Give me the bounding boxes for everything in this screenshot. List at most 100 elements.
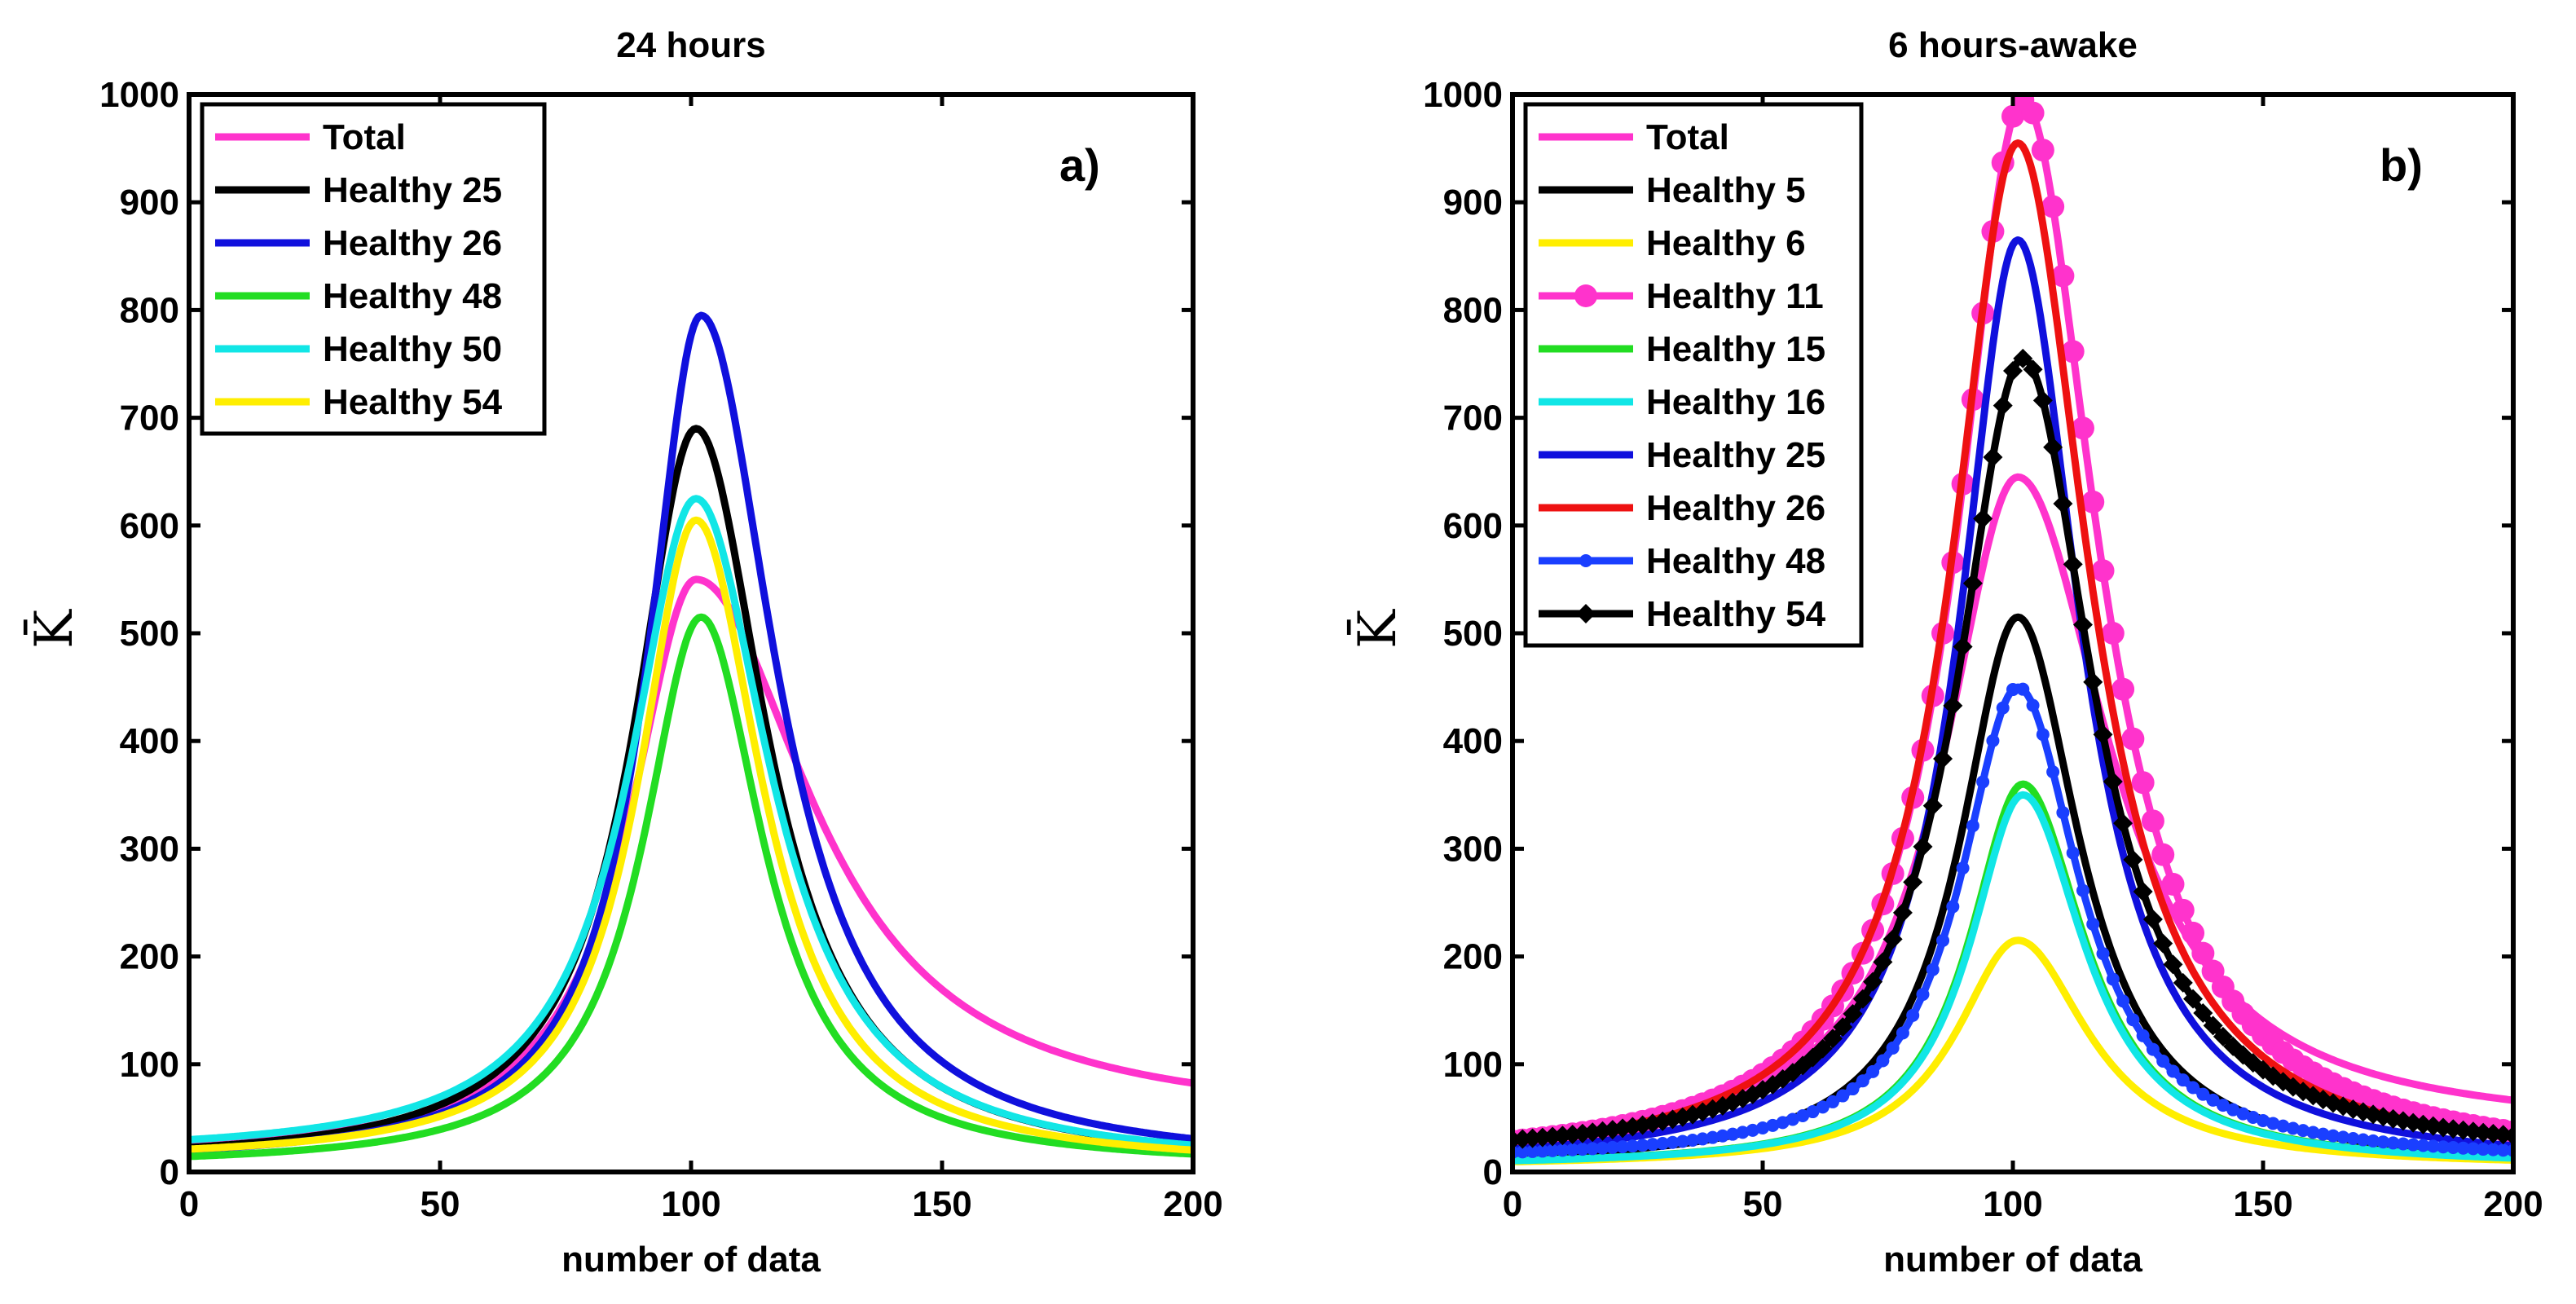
x-tick-labels-b: 0 50 100 150 200 bbox=[1503, 1184, 2543, 1224]
data-point bbox=[2016, 682, 2030, 696]
x-tick-label: 0 bbox=[1503, 1184, 1522, 1224]
data-point bbox=[1892, 902, 1913, 923]
legend-item: Healthy 16 bbox=[1539, 382, 1825, 422]
data-point bbox=[2101, 622, 2125, 645]
chart-title-b: 6 hours-awake bbox=[1888, 25, 2138, 65]
x-tick-label: 100 bbox=[1983, 1184, 2042, 1224]
data-point bbox=[1796, 1109, 1810, 1123]
legend-label: Healthy 5 bbox=[1646, 170, 1806, 210]
legend-item: Healthy 11 bbox=[1539, 276, 1824, 316]
legend-item: Total bbox=[215, 117, 406, 157]
data-point bbox=[2446, 1140, 2460, 1154]
data-point bbox=[2276, 1119, 2290, 1133]
data-point bbox=[1933, 749, 1953, 769]
data-point bbox=[2266, 1117, 2280, 1130]
data-point bbox=[1736, 1126, 1750, 1139]
data-point bbox=[1556, 1143, 1570, 1157]
data-point bbox=[2236, 1107, 2250, 1121]
data-point bbox=[1645, 1138, 1659, 1152]
data-point bbox=[1816, 1100, 1830, 1114]
data-point bbox=[2053, 493, 2073, 513]
data-point bbox=[1726, 1127, 1740, 1141]
data-point bbox=[1686, 1133, 1700, 1147]
data-point bbox=[1776, 1116, 1790, 1130]
data-point bbox=[1906, 1008, 1920, 1022]
data-point bbox=[2437, 1140, 2451, 1154]
data-point bbox=[1516, 1145, 1530, 1159]
data-point bbox=[1676, 1134, 1689, 1148]
legend-label: Healthy 50 bbox=[323, 329, 502, 369]
y-tick-label: 100 bbox=[120, 1045, 179, 1085]
plot-area-a bbox=[187, 92, 1196, 1174]
legend-marker bbox=[1576, 604, 1596, 623]
data-point bbox=[2096, 947, 2110, 961]
data-point bbox=[1866, 1064, 1880, 1078]
data-point bbox=[2063, 554, 2083, 575]
data-point bbox=[2151, 843, 2175, 866]
data-point bbox=[2416, 1139, 2430, 1152]
data-point bbox=[1863, 971, 1883, 992]
data-point bbox=[2121, 727, 2145, 751]
data-point bbox=[2426, 1139, 2440, 1153]
y-tick-label: 400 bbox=[1443, 721, 1503, 761]
data-point bbox=[2126, 1013, 2140, 1027]
data-point bbox=[1966, 819, 1979, 833]
data-point bbox=[1766, 1118, 1780, 1132]
y-tick-label: 200 bbox=[1443, 937, 1503, 977]
y-tick-label: 200 bbox=[120, 937, 179, 977]
data-point bbox=[2113, 813, 2133, 834]
data-point bbox=[1806, 1105, 1820, 1119]
legend-label: Healthy 11 bbox=[1646, 276, 1824, 316]
x-tick-label: 100 bbox=[661, 1184, 720, 1224]
data-point bbox=[2083, 672, 2103, 692]
data-point bbox=[2406, 1138, 2420, 1152]
legend-box bbox=[1523, 102, 1864, 648]
data-point bbox=[2026, 698, 2040, 712]
data-point bbox=[2386, 1136, 2400, 1150]
data-point bbox=[1896, 1026, 1909, 1040]
data-point bbox=[2191, 941, 2215, 965]
y-tick-label: 700 bbox=[120, 399, 179, 438]
data-point bbox=[2216, 1099, 2230, 1112]
y-tick-labels-b: 0 100 200 300 400 500 600 700 800 900 1000 bbox=[1423, 75, 1503, 1192]
data-point bbox=[2106, 972, 2120, 986]
legend-label: Healthy 16 bbox=[1646, 382, 1825, 422]
y-tick-label: 900 bbox=[120, 183, 179, 222]
data-point bbox=[2496, 1143, 2510, 1157]
data-point bbox=[1706, 1130, 1720, 1144]
series-group bbox=[189, 311, 1193, 1161]
y-tick-label: 600 bbox=[1443, 506, 1503, 546]
data-point bbox=[1836, 1089, 1850, 1103]
data-point bbox=[1715, 1129, 1729, 1143]
x-tick-label: 0 bbox=[179, 1184, 199, 1224]
data-point bbox=[1596, 1141, 1609, 1155]
y-tick-label: 700 bbox=[1443, 399, 1503, 438]
data-point bbox=[1976, 775, 1990, 789]
y-tick-label: 500 bbox=[1443, 614, 1503, 654]
data-point bbox=[2023, 359, 2043, 380]
data-point bbox=[2056, 806, 2070, 820]
data-point bbox=[2123, 849, 2143, 870]
series-line-healthy-26 bbox=[189, 311, 1193, 1154]
data-point bbox=[2153, 933, 2173, 954]
data-point bbox=[1926, 963, 1940, 976]
data-point bbox=[2061, 340, 2085, 363]
y-tick-label: 800 bbox=[120, 290, 179, 330]
data-point bbox=[2296, 1124, 2310, 1138]
data-point bbox=[1946, 900, 1960, 914]
data-point bbox=[2183, 989, 2204, 1009]
legend-item: Healthy 54 bbox=[215, 382, 503, 422]
data-point bbox=[2306, 1126, 2320, 1139]
data-point bbox=[2116, 994, 2130, 1008]
legend-item: Healthy 15 bbox=[1539, 329, 1825, 369]
data-point bbox=[1535, 1144, 1549, 1158]
x-tick-label: 50 bbox=[421, 1184, 460, 1224]
data-point bbox=[1922, 795, 1943, 816]
data-point bbox=[1636, 1139, 1649, 1152]
legend-item: Healthy 54 bbox=[1539, 594, 1826, 634]
x-tick-label: 150 bbox=[2233, 1184, 2292, 1224]
data-point bbox=[2071, 416, 2094, 440]
data-point bbox=[2156, 1055, 2170, 1068]
series-line-healthy-54 bbox=[189, 516, 1193, 1154]
plot-area-b bbox=[1510, 92, 2516, 1174]
